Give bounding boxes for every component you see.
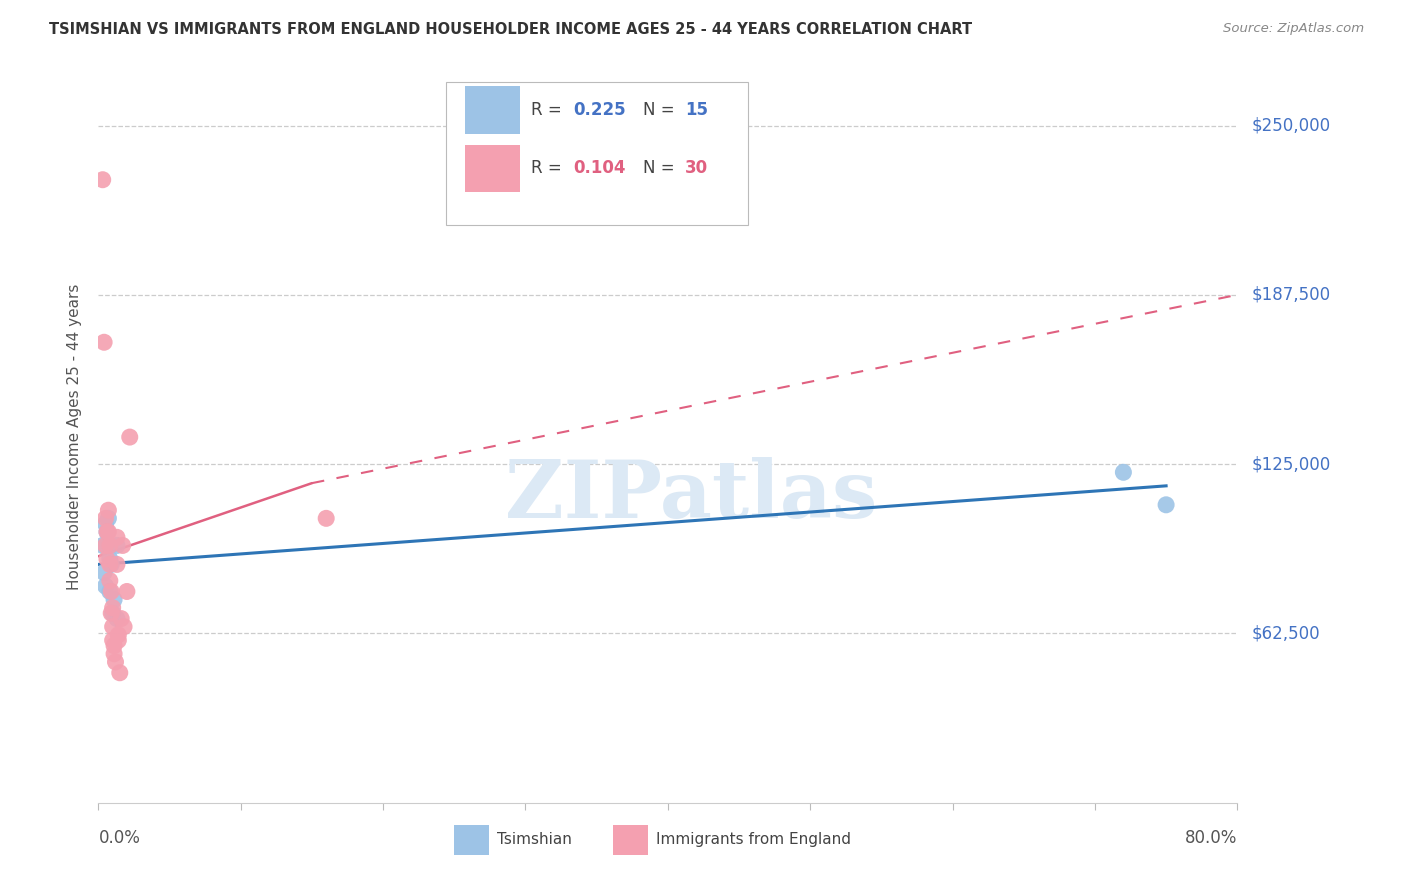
Point bbox=[112, 620, 135, 634]
FancyBboxPatch shape bbox=[465, 86, 520, 134]
Text: Immigrants from England: Immigrants from England bbox=[657, 832, 852, 847]
Point bbox=[94, 538, 117, 552]
Point bbox=[97, 503, 120, 517]
Text: N =: N = bbox=[643, 101, 679, 119]
Point bbox=[100, 584, 122, 599]
Text: 30: 30 bbox=[685, 160, 709, 178]
Point bbox=[110, 611, 132, 625]
FancyBboxPatch shape bbox=[454, 825, 489, 855]
Y-axis label: Householder Income Ages 25 - 44 years: Householder Income Ages 25 - 44 years bbox=[67, 284, 83, 591]
Point bbox=[96, 524, 118, 539]
Text: R =: R = bbox=[531, 160, 567, 178]
Text: R =: R = bbox=[531, 101, 567, 119]
Text: TSIMSHIAN VS IMMIGRANTS FROM ENGLAND HOUSEHOLDER INCOME AGES 25 - 44 YEARS CORRE: TSIMSHIAN VS IMMIGRANTS FROM ENGLAND HOU… bbox=[49, 22, 973, 37]
Text: 80.0%: 80.0% bbox=[1185, 829, 1237, 847]
Point bbox=[93, 566, 115, 580]
Point bbox=[94, 516, 117, 531]
FancyBboxPatch shape bbox=[465, 145, 520, 192]
Point bbox=[105, 611, 128, 625]
FancyBboxPatch shape bbox=[613, 825, 648, 855]
Point bbox=[94, 579, 117, 593]
Point bbox=[98, 552, 121, 566]
Point bbox=[96, 552, 118, 566]
Point bbox=[91, 538, 114, 552]
Text: Tsimshian: Tsimshian bbox=[498, 832, 572, 847]
Point bbox=[118, 430, 141, 444]
Point bbox=[103, 647, 125, 661]
Point bbox=[97, 524, 120, 539]
Point bbox=[101, 633, 124, 648]
Point bbox=[97, 511, 120, 525]
Point bbox=[101, 606, 124, 620]
Point bbox=[103, 592, 125, 607]
Text: $187,500: $187,500 bbox=[1251, 285, 1330, 304]
Point bbox=[93, 335, 115, 350]
Point bbox=[105, 538, 128, 552]
Text: $250,000: $250,000 bbox=[1251, 117, 1330, 135]
Point bbox=[101, 620, 124, 634]
Point bbox=[111, 538, 134, 552]
Point bbox=[105, 530, 128, 544]
Point bbox=[108, 665, 131, 680]
Text: 0.104: 0.104 bbox=[574, 160, 626, 178]
Point bbox=[107, 628, 129, 642]
Point bbox=[315, 511, 337, 525]
Point bbox=[98, 584, 121, 599]
Point bbox=[94, 511, 117, 525]
Point bbox=[100, 558, 122, 572]
Text: 0.0%: 0.0% bbox=[98, 829, 141, 847]
Point bbox=[98, 574, 121, 588]
Point bbox=[96, 524, 118, 539]
Point bbox=[100, 606, 122, 620]
Point bbox=[115, 584, 138, 599]
Text: N =: N = bbox=[643, 160, 679, 178]
Text: $125,000: $125,000 bbox=[1251, 455, 1330, 473]
Text: $62,500: $62,500 bbox=[1251, 624, 1320, 642]
FancyBboxPatch shape bbox=[446, 82, 748, 225]
Point bbox=[91, 172, 114, 186]
Point bbox=[101, 600, 124, 615]
Point bbox=[1112, 465, 1135, 479]
Text: 15: 15 bbox=[685, 101, 709, 119]
Text: 0.225: 0.225 bbox=[574, 101, 626, 119]
Point bbox=[107, 633, 129, 648]
Point bbox=[98, 558, 121, 572]
Point bbox=[103, 639, 125, 653]
Point bbox=[1154, 498, 1177, 512]
Text: ZIPatlas: ZIPatlas bbox=[505, 457, 877, 534]
Point bbox=[105, 558, 128, 572]
Text: Source: ZipAtlas.com: Source: ZipAtlas.com bbox=[1223, 22, 1364, 36]
Point bbox=[98, 538, 121, 552]
Point bbox=[104, 655, 127, 669]
